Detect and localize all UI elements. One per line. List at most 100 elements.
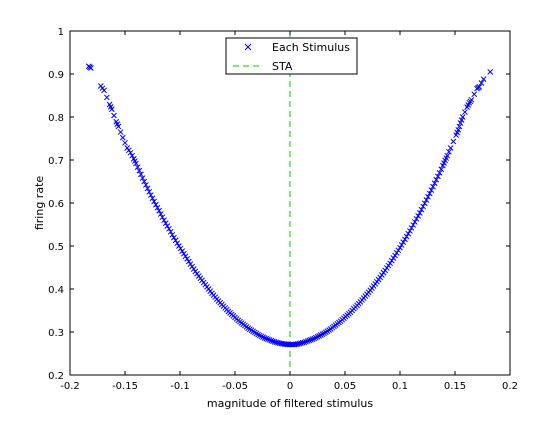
data-point [332,322,339,328]
data-point [200,279,207,286]
data-point [166,225,172,232]
data-point [107,104,114,110]
data-point [152,201,159,208]
data-point [395,247,402,254]
data-point [388,257,395,264]
data-point [329,324,336,331]
data-point [146,188,153,195]
x-tick-label: -0.15 [112,381,138,392]
data-point [194,270,200,277]
data-point [454,129,461,136]
data-point [317,332,324,338]
data-point [190,266,197,272]
data-point [207,288,214,295]
data-point [369,285,375,291]
data-point [430,183,436,190]
data-point [435,173,441,180]
data-point [266,337,273,343]
data-point [308,336,314,343]
data-point [184,256,191,262]
data-point [176,243,182,249]
data-point [365,289,372,296]
x-tick-label: 0.1 [392,381,408,392]
data-point [397,244,403,251]
data-point [271,339,278,345]
data-point [167,228,174,235]
data-point [420,203,426,210]
data-point [402,236,408,243]
data-point [410,222,417,228]
data-point [263,335,270,342]
data-point [372,280,379,287]
data-point [86,64,93,70]
data-point [268,337,275,344]
x-tick-label: -0.2 [60,381,80,392]
data-point [164,223,171,229]
data-point [294,341,301,347]
data-point [447,145,454,151]
data-point [143,182,149,188]
y-tick-label: 0.8 [48,113,64,124]
data-point [162,220,169,227]
data-point [237,318,243,325]
legend-label-each-stimulus: Each Stimulus [272,41,350,54]
data-point [301,339,308,346]
data-point [416,210,423,216]
data-point [303,338,309,345]
y-tick-label: 0.4 [48,285,64,296]
data-point [174,240,181,247]
data-point [458,117,465,123]
data-point [459,114,466,120]
data-point [138,171,144,178]
data-point [139,175,146,181]
data-point [296,340,303,347]
x-tick-label: 0.05 [334,381,356,392]
data-point [428,187,435,193]
y-tick-label: 0.6 [48,199,64,210]
x-tick-label: 0.2 [502,381,518,392]
y-tick-label: 0.3 [48,328,64,339]
data-point [378,272,385,278]
x-tick-label: 0.15 [444,381,466,392]
data-point [243,323,250,330]
data-point [390,255,397,261]
data-point [197,275,204,282]
data-point [326,327,332,333]
data-point [465,102,472,108]
data-point [314,333,321,340]
legend: Each Stimulus STA [225,37,358,75]
data-point [393,250,400,256]
legend-x-marker-icon [244,43,252,51]
data-point [398,242,405,248]
y-axis-label: firing rate [33,176,46,231]
data-point [471,91,478,98]
data-point [421,200,428,207]
data-point [159,214,166,221]
data-point [129,152,136,159]
y-tick-label: 1 [58,27,64,38]
data-point [144,185,151,192]
data-point [103,94,110,101]
data-point [156,207,162,214]
data-point [319,331,326,338]
data-point [141,178,148,185]
data-point [246,326,253,333]
data-point [433,176,440,183]
data-point [157,211,164,217]
data-point [467,98,474,105]
data-point [446,148,452,155]
data-point [450,138,457,145]
data-point [171,234,177,241]
data-point [180,250,187,257]
data-point [187,261,194,267]
data-point [119,134,126,141]
data-point [322,329,329,336]
y-tick-label: 0.9 [48,70,64,81]
data-point [240,321,247,328]
data-point [385,262,392,269]
data-point [403,233,410,240]
legend-entry-each-stimulus: Each Stimulus [244,41,350,54]
data-point [457,120,464,126]
